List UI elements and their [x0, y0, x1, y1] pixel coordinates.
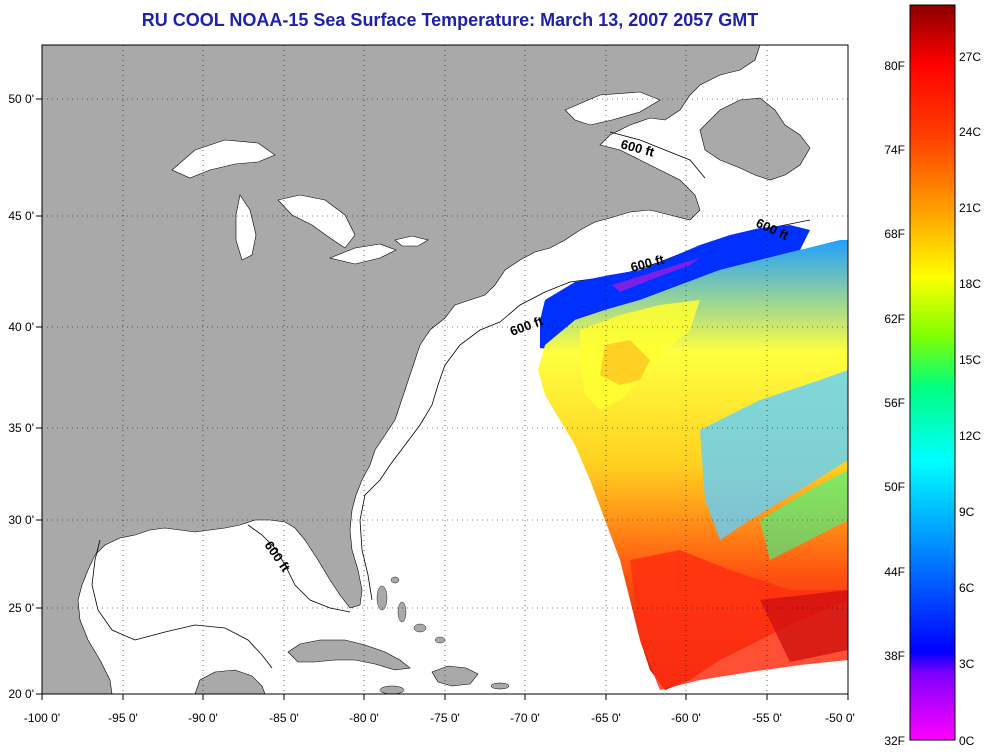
map-title: RU COOL NOAA-15 Sea Surface Temperature:…	[141, 10, 759, 30]
lat-tick-labels: 20 0' 25 0' 30 0' 35 0' 40 0' 45 0' 50 0…	[8, 92, 34, 701]
cb-label-c: 6C	[959, 581, 975, 595]
cb-label-c: 21C	[959, 201, 981, 215]
cb-label-f: 32F	[884, 734, 905, 748]
bahamas	[376, 576, 446, 644]
land-north-america	[42, 45, 761, 694]
lon-tick-label: -70 0'	[510, 711, 540, 725]
land-yucatan	[194, 669, 266, 694]
cb-label-f: 56F	[884, 396, 905, 410]
cb-label-f: 50F	[884, 480, 905, 494]
lon-tick-label: -75 0'	[430, 711, 460, 725]
map-plot: 600 ft 600 ft 600 ft 600 ft 600 ft	[42, 45, 848, 694]
lon-tick-label: -85 0'	[269, 711, 299, 725]
lat-tick-label: 25 0'	[8, 601, 34, 615]
land-puerto-rico	[490, 682, 510, 690]
lon-tick-label: -100 0'	[24, 711, 60, 725]
lon-tick-label: -55 0'	[752, 711, 782, 725]
lat-tick-label: 40 0'	[8, 320, 34, 334]
lat-tick-label: 20 0'	[8, 687, 34, 701]
cb-label-f: 80F	[884, 59, 905, 73]
land-jamaica	[379, 685, 405, 694]
cb-label-f: 68F	[884, 227, 905, 241]
great-lakes	[171, 139, 429, 265]
gulf-st-lawrence	[564, 91, 661, 126]
cb-label-f: 38F	[884, 649, 905, 663]
lon-tick-label: -60 0'	[671, 711, 701, 725]
lon-tick-label: -95 0'	[108, 711, 138, 725]
colorbar-fahrenheit-labels: 80F 74F 68F 62F 56F 50F 44F 38F 32F	[884, 59, 905, 748]
lon-tick-label: -65 0'	[591, 711, 621, 725]
cb-label-c: 24C	[959, 125, 981, 139]
lon-tick-label: -90 0'	[188, 711, 218, 725]
cb-label-c: 15C	[959, 353, 981, 367]
lat-tick-label: 30 0'	[8, 513, 34, 527]
map-grid	[42, 45, 848, 694]
cb-label-c: 9C	[959, 505, 975, 519]
colorbar-celsius-labels: 27C 24C 21C 18C 15C 12C 9C 6C 3C 0C	[959, 50, 981, 748]
lon-tick-label: -80 0'	[349, 711, 379, 725]
cb-label-f: 62F	[884, 312, 905, 326]
cb-label-c: 0C	[959, 734, 975, 748]
land-cuba	[287, 639, 411, 671]
lat-tick-label: 50 0'	[8, 92, 34, 106]
cb-label-f: 74F	[884, 143, 905, 157]
cb-label-f: 44F	[884, 565, 905, 579]
land-hispaniola	[431, 665, 479, 687]
cb-label-c: 27C	[959, 50, 981, 64]
land-newfoundland	[699, 97, 811, 181]
cb-label-c: 12C	[959, 429, 981, 443]
lat-tick-label: 35 0'	[8, 421, 34, 435]
lon-tick-labels: -100 0' -95 0' -90 0' -85 0' -80 0' -75 …	[24, 711, 855, 725]
cb-label-c: 18C	[959, 277, 981, 291]
map-ticks	[36, 98, 849, 700]
colorbar-gradient	[909, 4, 956, 741]
colorbar: 80F 74F 68F 62F 56F 50F 44F 38F 32F 27C …	[884, 4, 981, 748]
lat-tick-label: 45 0'	[8, 209, 34, 223]
lon-tick-label: -50 0'	[825, 711, 855, 725]
cb-label-c: 3C	[959, 657, 975, 671]
